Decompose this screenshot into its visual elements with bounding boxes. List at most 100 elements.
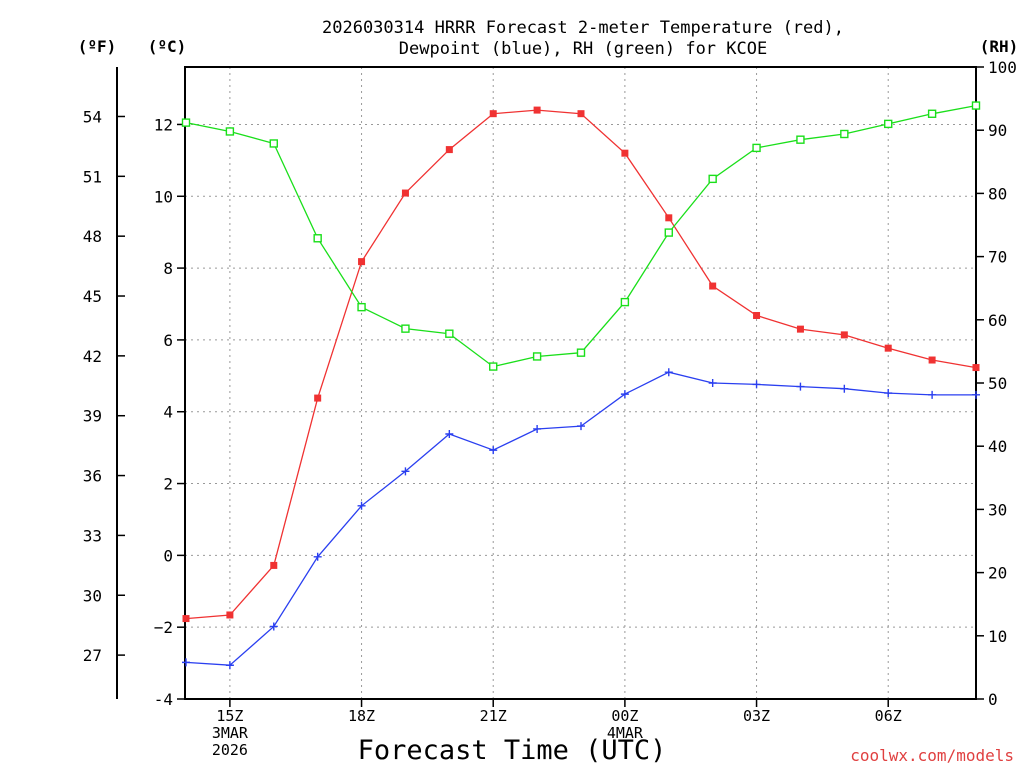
dewpoint-point — [796, 382, 805, 391]
temperature-point — [753, 311, 761, 319]
fahrenheit-tick-label: 45 — [83, 287, 102, 306]
x-axis-title: Forecast Time (UTC) — [358, 735, 667, 766]
dewpoint-point — [664, 368, 673, 377]
time-tick-label: 21Z — [480, 707, 507, 725]
dewpoint-series — [182, 368, 980, 670]
temperature-point — [665, 214, 673, 222]
dewpoint-point — [620, 390, 629, 399]
temperature-point — [314, 394, 322, 402]
rh-point — [752, 143, 761, 153]
temperature-point — [621, 149, 629, 157]
temperature-point — [709, 282, 717, 290]
rh-point — [269, 139, 278, 148]
fahrenheit-tick-label: 54 — [83, 107, 102, 126]
celsius-tick-label: 4 — [163, 403, 173, 422]
temperature-point — [533, 106, 541, 114]
temperature-point — [972, 364, 980, 372]
time-tick-label: 3MAR — [212, 724, 249, 742]
time-tick-label: 15Z — [216, 707, 243, 725]
fahrenheit-axis-unit-label: (ºF) — [78, 37, 117, 56]
celsius-tick-label: 2 — [163, 475, 173, 494]
watermark: coolwx.com/models — [850, 746, 1014, 765]
dewpoint-point — [752, 380, 761, 389]
dewpoint-point — [708, 379, 717, 387]
dewpoint-point — [577, 422, 585, 431]
fahrenheit-tick-label: 27 — [83, 646, 102, 665]
fahrenheit-tick-label: 42 — [83, 347, 102, 366]
series-layer — [181, 101, 981, 670]
rh-point — [620, 297, 630, 307]
chart-title-line-2: Dewpoint (blue), RH (green) for KCOE — [399, 39, 767, 59]
rh-point — [445, 329, 454, 338]
chart-title-line-1: 2026030314 HRRR Forecast 2-meter Tempera… — [322, 18, 844, 38]
temperature-point — [928, 356, 936, 364]
temperature-point — [226, 611, 234, 619]
temperature-point — [884, 344, 892, 352]
fahrenheit-tick-label: 33 — [83, 526, 102, 545]
fahrenheit-tick-label: 48 — [83, 227, 102, 246]
celsius-tick-label: 10 — [154, 187, 173, 206]
fahrenheit-tick-label: 30 — [83, 586, 102, 605]
rh-point — [532, 352, 542, 361]
rh-tick-label: 90 — [988, 121, 1007, 140]
temperature-point — [401, 189, 409, 197]
rh-point — [796, 135, 805, 144]
dewpoint-point — [533, 424, 542, 433]
temperature-point — [358, 258, 366, 266]
dewpoint-point — [401, 467, 410, 476]
time-tick-label: 06Z — [875, 707, 902, 725]
time-tick-label: 18Z — [348, 707, 375, 725]
rh-point — [840, 129, 849, 139]
dewpoint-point — [357, 501, 366, 510]
dewpoint-point — [840, 384, 849, 393]
temperature-point — [445, 146, 453, 154]
fahrenheit-axis: 27 30 33 36 39 42 45 48 51 54 — [83, 107, 125, 665]
temperature-point — [489, 110, 497, 118]
dewpoint-point — [489, 446, 498, 455]
rh-point — [181, 118, 191, 127]
rh-tick-label: 10 — [988, 627, 1007, 646]
rh-point — [927, 109, 937, 118]
dewpoint-point — [972, 390, 980, 399]
grid-lines — [185, 67, 976, 699]
rh-point — [971, 101, 981, 110]
rh-tick-label: 80 — [988, 184, 1007, 203]
rh-tick-label: 50 — [988, 374, 1007, 393]
celsius-tick-label: 6 — [163, 331, 173, 350]
rh-tick-label: 100 — [988, 58, 1017, 77]
time-tick-label: 03Z — [743, 707, 770, 725]
rh-point — [708, 174, 717, 184]
rh-point — [225, 127, 235, 136]
dewpoint-point — [884, 389, 893, 398]
temperature-point — [182, 615, 190, 623]
celsius-tick-label: 8 — [163, 259, 173, 278]
rh-tick-label: 30 — [988, 500, 1007, 519]
celsius-tick-label: -4 — [154, 690, 173, 709]
celsius-tick-label: −2 — [154, 618, 173, 637]
rh-tick-label: 40 — [988, 437, 1007, 456]
rh-point — [576, 348, 586, 357]
rh-point — [489, 362, 498, 371]
fahrenheit-tick-label: 51 — [83, 167, 102, 186]
temperature-point — [796, 325, 804, 333]
time-tick-label: 00Z — [611, 707, 638, 725]
rh-axis-unit-label: (RH) — [980, 37, 1019, 56]
celsius-axis-unit-label: (ºC) — [148, 37, 187, 56]
temperature-point — [270, 561, 278, 569]
dewpoint-line — [185, 371, 976, 666]
temperature-line — [185, 109, 977, 620]
time-tick-label: 4MAR — [607, 724, 644, 742]
rh-tick-label: 70 — [988, 248, 1007, 267]
plot-frame — [184, 66, 977, 700]
rh-tick-label: 20 — [988, 564, 1007, 583]
temperature-series — [182, 106, 980, 623]
time-tick-label: 2026 — [212, 741, 248, 759]
rh-line — [185, 104, 977, 368]
rh-point — [664, 228, 673, 237]
dewpoint-point — [313, 552, 322, 561]
celsius-axis: -4 −2 0 2 4 6 8 10 12 — [154, 115, 185, 709]
dewpoint-point — [445, 429, 454, 438]
rh-point — [884, 119, 893, 129]
